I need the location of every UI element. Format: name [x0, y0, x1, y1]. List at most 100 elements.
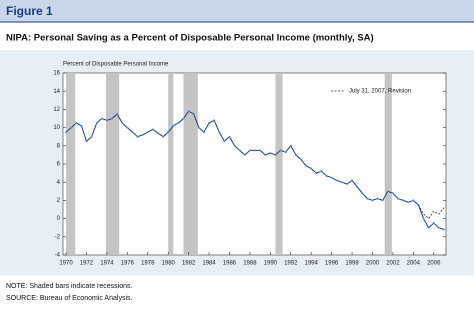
data-point [238, 149, 241, 152]
data-point [356, 185, 359, 188]
data-point [279, 149, 282, 152]
data-point [187, 110, 190, 113]
data-point [386, 190, 389, 193]
data-point [269, 152, 272, 155]
y-tick-label: 14 [53, 89, 60, 95]
data-point [223, 140, 226, 143]
data-point [310, 167, 313, 170]
x-tick-label: 1990 [264, 261, 278, 267]
data-point [141, 133, 144, 136]
data-point [213, 119, 216, 122]
x-tick-label: 1980 [162, 261, 176, 267]
data-point [75, 122, 78, 125]
data-point [442, 228, 445, 231]
y-tick-label: 8 [57, 143, 61, 149]
y-tick-label: -4 [55, 253, 61, 259]
x-tick-label: 1992 [284, 261, 298, 267]
series-line [418, 204, 445, 220]
data-point [233, 144, 236, 147]
data-point [248, 149, 251, 152]
data-point [412, 199, 415, 202]
data-point [299, 158, 302, 161]
header-bar [0, 0, 474, 22]
data-point [264, 153, 267, 156]
data-point [432, 222, 435, 225]
data-point [100, 117, 103, 120]
data-point [228, 135, 231, 138]
data-point [351, 179, 354, 182]
y-tick-label: 2 [57, 198, 61, 204]
data-point [361, 192, 364, 195]
data-point [126, 126, 129, 129]
y-tick-label: 4 [57, 180, 61, 186]
x-tick-label: 1998 [345, 261, 359, 267]
x-tick-label: 1982 [182, 261, 196, 267]
x-tick-label: 1986 [223, 261, 237, 267]
x-tick-label: 1984 [202, 261, 216, 267]
data-point [121, 122, 124, 125]
data-point [70, 126, 73, 129]
data-point [111, 117, 114, 120]
data-point [340, 181, 343, 184]
y-axis-label: Percent of Disposable Personal Income [63, 62, 169, 68]
data-point [294, 153, 297, 156]
data-point [407, 201, 410, 204]
y-tick-label: 10 [53, 125, 60, 131]
data-point [315, 172, 318, 175]
y-tick-label: 6 [57, 162, 61, 168]
x-tick-label: 1994 [305, 261, 319, 267]
data-point [202, 131, 205, 134]
data-point [391, 192, 394, 195]
x-tick-label: 1978 [141, 261, 155, 267]
y-tick-label: 0 [57, 216, 61, 222]
chart-title: NIPA: Personal Saving as a Percent of Di… [6, 33, 374, 44]
y-tick-label: 16 [53, 71, 60, 77]
data-point [146, 131, 149, 134]
data-point [284, 151, 287, 154]
source: SOURCE: Bureau of Economic Analysis. [6, 295, 132, 302]
data-point [422, 217, 425, 220]
data-point [381, 199, 384, 202]
data-point [151, 128, 154, 131]
data-point [366, 197, 369, 200]
data-point [131, 131, 134, 134]
data-point [85, 140, 88, 143]
data-point [218, 131, 221, 134]
x-tick-label: 2006 [427, 261, 441, 267]
data-point [243, 153, 246, 156]
data-point [136, 135, 139, 138]
data-point [437, 226, 440, 229]
recession-bar [183, 73, 198, 255]
data-point [371, 199, 374, 202]
data-point [156, 132, 159, 135]
data-point [162, 135, 165, 138]
recession-bar [384, 73, 392, 255]
plot-area [62, 72, 447, 256]
data-point [177, 122, 180, 125]
data-point [80, 124, 83, 127]
y-tick-label: 12 [53, 107, 60, 113]
x-tick-label: 1996 [325, 261, 339, 267]
data-point [289, 144, 292, 147]
x-tick-label: 2004 [407, 261, 421, 267]
x-tick-label: 1972 [80, 261, 94, 267]
recession-bar [275, 73, 283, 255]
data-point [254, 149, 257, 152]
data-point [402, 199, 405, 202]
data-point [259, 149, 262, 152]
data-point [197, 126, 200, 129]
data-point [192, 112, 195, 115]
data-point [167, 131, 170, 134]
data-point [320, 170, 323, 173]
recession-bar [168, 73, 174, 255]
recession-bar [66, 73, 76, 255]
data-point [116, 112, 119, 115]
data-point [105, 119, 108, 122]
data-point [95, 122, 98, 125]
recession-bar [105, 73, 120, 255]
data-point [335, 179, 338, 182]
plot: -4 -2 0 2 4 6 8 10 12 14 16 1970 1972 1974 1976 1978 198… [53, 71, 446, 267]
data-point [172, 124, 175, 127]
